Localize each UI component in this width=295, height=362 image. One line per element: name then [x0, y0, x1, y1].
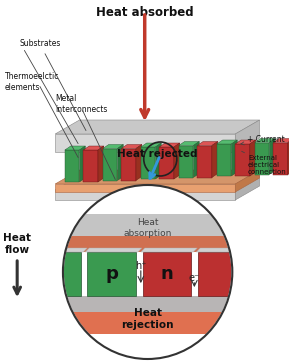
- Polygon shape: [196, 248, 253, 252]
- Polygon shape: [273, 143, 288, 174]
- Polygon shape: [235, 120, 260, 152]
- Polygon shape: [141, 147, 155, 179]
- Text: Thermoeelctic
elements: Thermoeelctic elements: [4, 72, 59, 92]
- Polygon shape: [87, 252, 136, 296]
- Text: Heat
flow: Heat flow: [3, 233, 31, 255]
- Polygon shape: [174, 143, 180, 179]
- Polygon shape: [197, 146, 212, 177]
- Polygon shape: [103, 144, 123, 148]
- Text: Heat
absorption: Heat absorption: [123, 218, 172, 238]
- Polygon shape: [288, 139, 294, 174]
- Polygon shape: [235, 140, 256, 144]
- Polygon shape: [273, 139, 294, 143]
- Polygon shape: [212, 142, 218, 177]
- Text: h⁺: h⁺: [135, 261, 147, 271]
- Polygon shape: [235, 144, 250, 176]
- Text: n: n: [161, 265, 173, 283]
- Polygon shape: [235, 176, 260, 200]
- Polygon shape: [231, 140, 237, 176]
- Polygon shape: [98, 146, 104, 182]
- Polygon shape: [121, 148, 136, 181]
- Polygon shape: [155, 143, 161, 179]
- Polygon shape: [194, 142, 199, 177]
- Polygon shape: [217, 140, 237, 144]
- Polygon shape: [217, 144, 231, 176]
- Polygon shape: [103, 148, 117, 181]
- Polygon shape: [60, 312, 237, 334]
- Polygon shape: [250, 140, 256, 176]
- Polygon shape: [136, 144, 142, 181]
- Polygon shape: [60, 236, 237, 252]
- Polygon shape: [255, 143, 269, 174]
- Polygon shape: [79, 146, 85, 182]
- Polygon shape: [269, 139, 275, 174]
- Text: e⁻: e⁻: [189, 273, 200, 283]
- Polygon shape: [197, 142, 218, 146]
- Polygon shape: [55, 190, 235, 200]
- Polygon shape: [60, 296, 237, 312]
- Polygon shape: [179, 146, 194, 177]
- Polygon shape: [143, 252, 191, 296]
- Polygon shape: [198, 252, 247, 296]
- Polygon shape: [121, 144, 142, 148]
- Polygon shape: [85, 248, 142, 252]
- Polygon shape: [141, 143, 161, 147]
- Polygon shape: [58, 248, 87, 252]
- Polygon shape: [255, 139, 275, 143]
- Polygon shape: [293, 137, 295, 141]
- Polygon shape: [83, 150, 98, 182]
- Polygon shape: [65, 146, 85, 150]
- Circle shape: [64, 186, 231, 358]
- Polygon shape: [83, 146, 104, 150]
- Text: Heat absorbed: Heat absorbed: [96, 6, 194, 19]
- Polygon shape: [179, 142, 199, 146]
- Polygon shape: [235, 170, 260, 192]
- Polygon shape: [60, 214, 237, 236]
- Text: Heat rejected: Heat rejected: [117, 149, 198, 159]
- Polygon shape: [65, 150, 79, 182]
- Polygon shape: [60, 252, 81, 296]
- Polygon shape: [293, 141, 295, 173]
- Text: + Current: + Current: [241, 135, 285, 145]
- Polygon shape: [55, 184, 235, 192]
- Polygon shape: [55, 120, 260, 134]
- Polygon shape: [55, 176, 260, 190]
- Text: Heat
rejection: Heat rejection: [121, 308, 174, 330]
- Text: External
electrical
connection: External electrical connection: [248, 155, 287, 175]
- Polygon shape: [117, 144, 123, 181]
- Polygon shape: [159, 143, 180, 147]
- Text: Substrates: Substrates: [19, 39, 86, 131]
- Polygon shape: [55, 134, 235, 152]
- Polygon shape: [141, 248, 197, 252]
- Text: Metal
interconnects: Metal interconnects: [55, 94, 107, 114]
- Circle shape: [63, 185, 232, 359]
- Polygon shape: [159, 147, 174, 179]
- Text: p: p: [105, 265, 118, 283]
- Polygon shape: [55, 170, 260, 184]
